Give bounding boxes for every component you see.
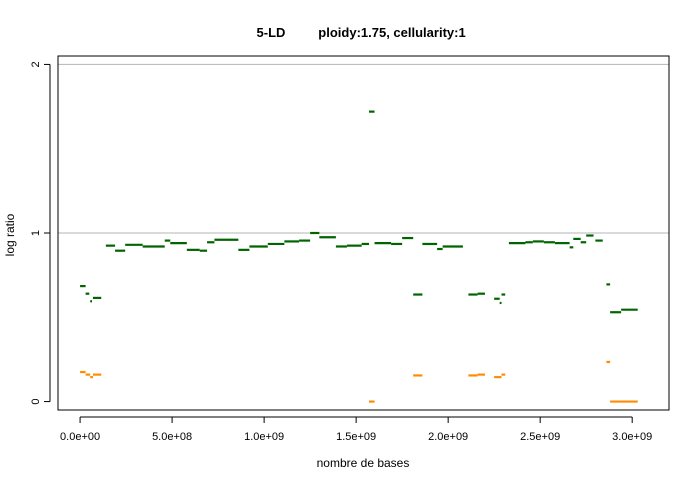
x-tick-label: 1.5e+09 (336, 431, 376, 443)
x-tick-label: 2.0e+09 (428, 431, 468, 443)
y-axis-label: log ratio (3, 213, 17, 256)
x-tick-label: 3.0e+09 (612, 431, 652, 443)
series-1 (80, 110, 638, 314)
x-tick-label: 2.5e+09 (520, 431, 560, 443)
chart-title-sample: 5-LD (257, 25, 286, 40)
y-tick-label: 1 (30, 230, 42, 236)
plot-frame (57, 55, 670, 411)
chart-title-params: ploidy:1.75, cellularity:1 (318, 25, 465, 40)
series-2 (80, 360, 638, 403)
x-tick-label: 0.0e+00 (60, 431, 100, 443)
x-axis-label: nombre de bases (317, 456, 410, 470)
x-tick-label: 5.0e+08 (152, 431, 192, 443)
y-tick-label: 0 (30, 399, 42, 405)
x-tick-label: 1.0e+09 (244, 431, 284, 443)
y-tick-label: 2 (30, 61, 42, 67)
